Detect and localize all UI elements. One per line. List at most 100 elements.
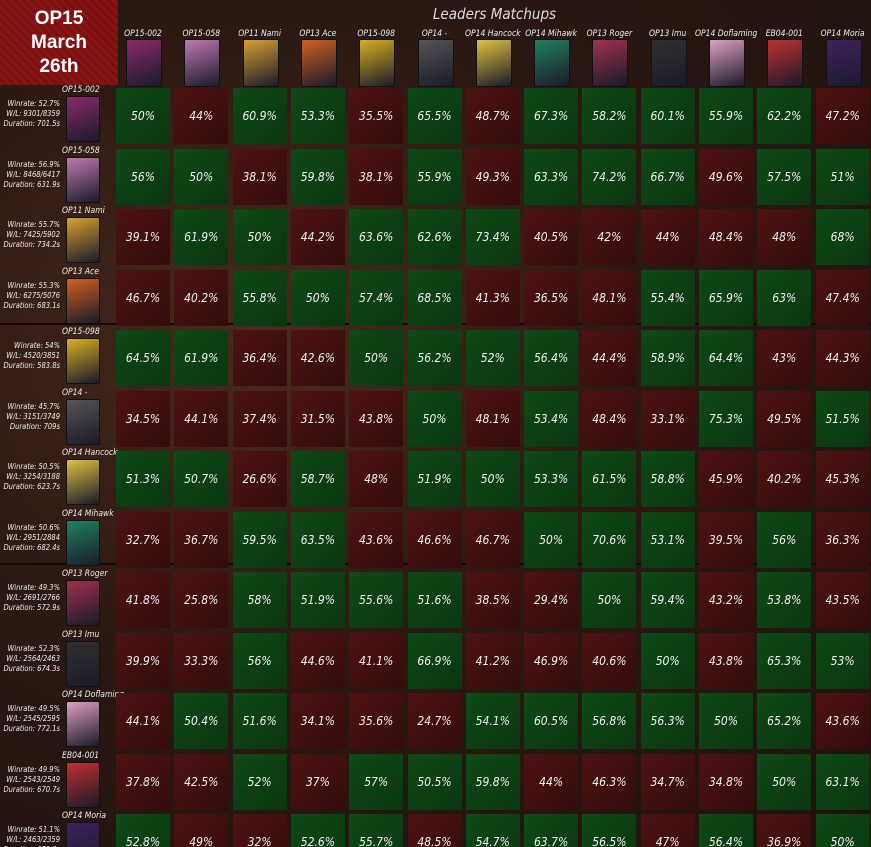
- matchup-cell: 39.9%: [116, 632, 170, 689]
- matchup-cell: 48.4%: [582, 390, 637, 447]
- column-header: OP15-002: [124, 29, 162, 39]
- matchup-cell: 41.8%: [116, 572, 170, 628]
- leader-card: [825, 39, 862, 87]
- matchup-cell: 34.7%: [640, 753, 695, 810]
- matchup-cell: 53.1%: [640, 511, 695, 568]
- matchup-cell: 45.9%: [699, 451, 753, 507]
- row-leader-name: OP14 Doflaming: [62, 690, 125, 700]
- row-leader-name: EB04-001: [62, 750, 100, 761]
- matchup-cell: 44.2%: [290, 209, 345, 265]
- matchup-cell: 54.7%: [465, 814, 520, 847]
- matchup-cell: 51.3%: [116, 451, 170, 507]
- leader-card: [534, 39, 571, 87]
- row-leader-name: OP14 Mihawk: [62, 508, 114, 519]
- matchup-cell: 50%: [290, 269, 345, 326]
- matchup-cell: 53%: [815, 632, 870, 689]
- matchup-cell: 66.7%: [640, 148, 695, 205]
- leader-card: [66, 338, 100, 384]
- matchup-cell: 50%: [174, 148, 229, 205]
- matchup-cell: 60.1%: [640, 88, 695, 144]
- matchup-cell: 52.8%: [116, 814, 170, 847]
- title-line: OP15: [34, 7, 84, 29]
- leader-card: [66, 761, 100, 808]
- matchup-cell: 44%: [524, 753, 579, 810]
- matchup-cell: 46.7%: [465, 511, 520, 568]
- leader-card: [184, 39, 221, 87]
- row-winrate: Winrate: 49.5%: [7, 704, 60, 713]
- matchup-cell: 48.1%: [465, 390, 520, 447]
- row-wl: W/L: 2564/2463: [6, 653, 60, 663]
- matchup-cell: 47%: [640, 814, 695, 847]
- matchup-cell: 46.6%: [407, 511, 462, 568]
- matchup-cell: 37%: [290, 753, 345, 810]
- matchup-cell: 50%: [524, 511, 579, 568]
- matchup-cell: 44.1%: [116, 693, 170, 749]
- matchup-cell: 65.9%: [699, 269, 753, 326]
- matchup-cell: 51.9%: [290, 572, 345, 628]
- row-duration: Duration: 683.1s: [3, 300, 60, 310]
- matchup-cell: 33.1%: [640, 390, 695, 447]
- matchup-cell: 38.1%: [349, 148, 404, 205]
- row-leader-name: OP15-098: [62, 327, 100, 337]
- matchup-cell: 75.3%: [699, 390, 753, 447]
- matchup-cell: 63.1%: [815, 753, 870, 810]
- row-winrate: Winrate: 54%: [14, 341, 60, 350]
- matchup-cell: 49.5%: [757, 390, 812, 447]
- column-header: OP13 Ace: [299, 29, 337, 39]
- matchup-cell: 35.6%: [349, 693, 404, 749]
- matchup-cell: 43.8%: [699, 632, 753, 689]
- matchup-cell: 37.4%: [232, 390, 287, 447]
- row-duration: Duration: 623.7s: [3, 482, 60, 491]
- matchup-cell: 46.9%: [524, 632, 579, 689]
- row-duration: Duration: 572.9s: [3, 603, 60, 612]
- matchup-cell: 51.6%: [232, 693, 287, 749]
- subtitle: Leaders Matchups: [432, 5, 557, 23]
- matchup-cell: 32.7%: [116, 511, 170, 568]
- matchup-cell: 62.6%: [407, 209, 462, 265]
- matchup-cell: 45.3%: [815, 451, 870, 507]
- matchup-cell: 36.3%: [815, 511, 870, 568]
- column-header: OP14 Hancock: [465, 29, 521, 39]
- title-line: 26th: [39, 55, 79, 77]
- matchup-cell: 32%: [232, 814, 287, 847]
- column-header: OP14 -: [421, 29, 448, 39]
- row-wl: W/L: 2543/2549: [6, 774, 60, 784]
- matchup-cell: 48.1%: [582, 269, 637, 326]
- leader-card: [66, 217, 100, 263]
- matchup-cell: 55.7%: [349, 814, 404, 847]
- matchup-cell: 36.4%: [232, 330, 287, 386]
- row-duration: Duration: 674.3s: [3, 663, 60, 673]
- matchup-cell: 36.9%: [757, 814, 812, 847]
- matchup-cell: 47.2%: [815, 88, 870, 144]
- matchup-cell: 44.6%: [290, 632, 345, 689]
- column-header: OP15-098: [357, 29, 396, 39]
- row-leader-name: OP14 -: [62, 387, 88, 398]
- matchup-cell: 49.6%: [699, 148, 753, 205]
- matchup-cell: 43.8%: [349, 390, 404, 447]
- matchup-cell: 31.5%: [290, 390, 345, 447]
- row-leader-name: OP14 Moria: [62, 811, 107, 821]
- row-leader-name: OP13 Roger: [62, 569, 108, 579]
- matchup-cell: 62.2%: [757, 88, 812, 144]
- row-winrate: Winrate: 52.3%: [7, 643, 60, 653]
- matchup-cell: 65.5%: [407, 88, 462, 144]
- matchup-cell: 50%: [232, 209, 287, 265]
- matchup-cell: 38.5%: [465, 572, 520, 628]
- leader-card: [66, 640, 100, 687]
- row-wl: W/L: 2951/2884: [6, 532, 60, 542]
- matchup-cell: 68.5%: [407, 269, 462, 326]
- matchup-cell: 34.8%: [699, 753, 753, 810]
- matchup-cell: 40.2%: [757, 451, 812, 507]
- matchup-cell: 50%: [815, 814, 870, 847]
- matchup-cell: 58.7%: [290, 451, 345, 507]
- row-duration: Duration: 701.5s: [3, 119, 60, 128]
- matchup-cell: 53.8%: [757, 572, 812, 628]
- matchup-cell: 48%: [349, 451, 404, 507]
- leader-card: [300, 39, 337, 87]
- matchup-cell: 55.8%: [232, 269, 287, 326]
- row-duration: Duration: 709s: [9, 421, 60, 431]
- matchup-cell: 26.6%: [232, 451, 287, 507]
- matchup-cell: 40.5%: [524, 209, 579, 265]
- matchup-cell: 63.3%: [524, 148, 579, 205]
- matchup-cell: 43.5%: [815, 572, 870, 628]
